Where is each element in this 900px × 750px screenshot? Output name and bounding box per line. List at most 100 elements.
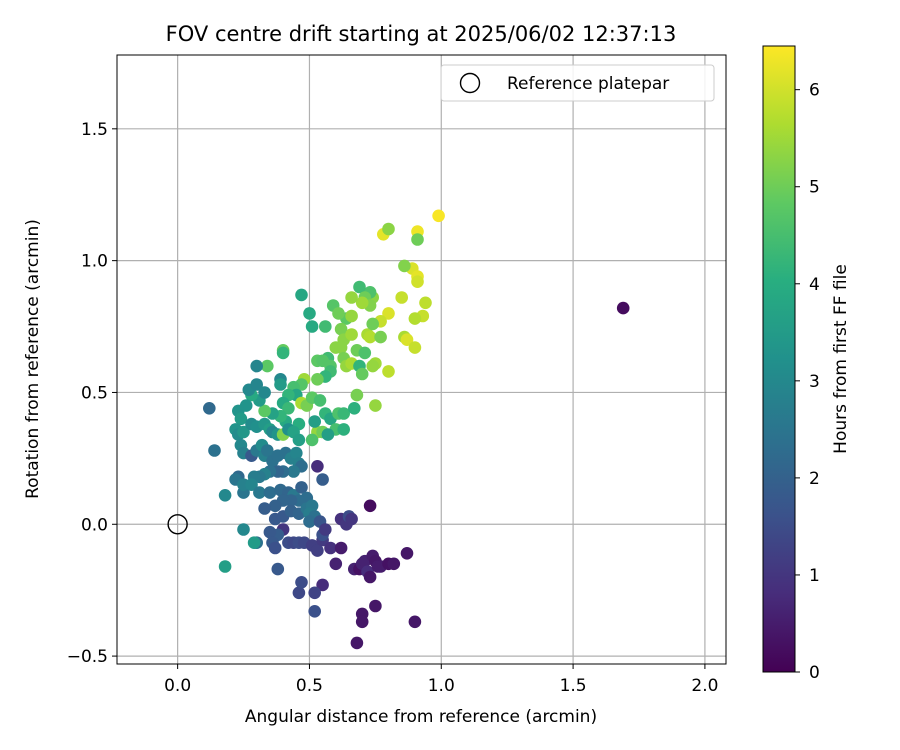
x-axis-label: Angular distance from reference (arcmin)	[245, 707, 597, 727]
data-point	[263, 486, 277, 499]
data-point	[355, 367, 369, 381]
data-point	[290, 446, 303, 460]
plot-frame	[116, 54, 727, 665]
data-point	[387, 557, 401, 571]
y-tick-label: 1.5	[81, 120, 108, 140]
colorbar-tick-label: 1	[809, 566, 820, 586]
data-point	[303, 307, 316, 320]
data-point	[234, 412, 248, 426]
data-point	[395, 291, 409, 304]
colorbar-tick-label: 4	[809, 275, 820, 295]
data-point	[268, 541, 282, 555]
data-points	[203, 209, 630, 650]
x-tick-label: 0.5	[296, 676, 323, 696]
colorbar-label: Hours from first FF file	[831, 264, 851, 454]
data-point	[374, 330, 387, 344]
data-point	[247, 536, 261, 549]
data-point	[366, 317, 380, 331]
colorbar-tick-label: 6	[809, 81, 820, 101]
data-point	[308, 415, 322, 428]
colorbar-tick-label: 5	[809, 178, 820, 198]
data-point	[616, 301, 630, 315]
data-point	[382, 222, 395, 236]
reference-open-circle-icon	[167, 514, 188, 535]
data-point	[369, 399, 382, 412]
data-point	[258, 386, 271, 399]
data-point	[308, 605, 322, 618]
data-point	[319, 523, 332, 536]
data-point	[237, 425, 250, 439]
data-point	[400, 547, 414, 560]
data-point	[400, 333, 414, 347]
data-point	[250, 359, 263, 373]
data-point	[305, 320, 319, 333]
data-point	[363, 499, 377, 513]
data-point	[303, 515, 316, 528]
data-point	[411, 275, 424, 289]
data-point	[432, 209, 445, 223]
legend-open-circle-icon	[459, 72, 481, 94]
data-point	[316, 578, 329, 592]
data-point	[245, 478, 258, 492]
data-point	[258, 502, 271, 515]
data-point	[363, 570, 377, 584]
data-point	[218, 489, 232, 502]
data-point	[408, 341, 422, 354]
chart-title: FOV centre drift starting at 2025/06/02 …	[166, 22, 677, 46]
colorbar-gradient	[762, 45, 796, 673]
data-point	[311, 544, 324, 557]
data-point	[355, 296, 369, 310]
x-tick-label: 1.5	[560, 676, 587, 696]
data-point	[345, 328, 358, 341]
data-point	[295, 481, 308, 494]
data-point	[419, 296, 432, 310]
data-point	[316, 473, 329, 486]
data-point	[345, 291, 358, 304]
data-point	[337, 407, 351, 420]
legend-box	[440, 64, 715, 102]
colorbar-ticks: 0 1 2 3 4 5 6	[795, 81, 820, 683]
colorbar-tick-label: 2	[809, 469, 820, 489]
data-point	[271, 562, 285, 576]
y-tick-label: 0.5	[81, 383, 108, 403]
data-point	[348, 402, 361, 415]
data-point	[305, 433, 319, 447]
data-point	[276, 346, 290, 360]
data-point	[258, 404, 271, 418]
y-tick-label: 1.0	[81, 252, 108, 272]
data-point	[369, 599, 382, 613]
data-point	[366, 359, 380, 373]
data-point	[321, 428, 335, 441]
data-point	[253, 486, 266, 499]
data-point	[337, 423, 351, 436]
data-point	[358, 346, 372, 360]
data-point	[334, 322, 348, 336]
y-axis-label: Rotation from reference (arcmin)	[23, 219, 43, 499]
x-tick-label: 0.0	[164, 676, 191, 696]
data-point	[237, 523, 250, 536]
data-point	[208, 444, 221, 457]
data-point	[311, 373, 324, 386]
data-point	[261, 359, 274, 373]
data-point	[329, 557, 343, 571]
data-point	[382, 307, 395, 320]
data-point	[350, 388, 364, 402]
data-point	[398, 259, 411, 273]
data-point	[268, 499, 282, 513]
data-point	[263, 525, 277, 539]
data-point	[382, 365, 395, 378]
data-point	[308, 586, 322, 600]
y-axis-ticks: −0.5 0.0 0.5 1.0 1.5	[67, 120, 117, 667]
x-tick-label: 1.0	[428, 676, 455, 696]
data-point	[411, 233, 424, 246]
data-point	[313, 394, 327, 407]
grid-lines	[117, 55, 726, 664]
colorbar-tick-label: 3	[809, 372, 820, 392]
data-point	[350, 636, 364, 650]
data-point	[261, 444, 274, 457]
data-point	[295, 576, 308, 589]
data-point	[345, 512, 358, 526]
data-point	[295, 288, 308, 302]
legend-label: Reference platepar	[507, 74, 669, 94]
